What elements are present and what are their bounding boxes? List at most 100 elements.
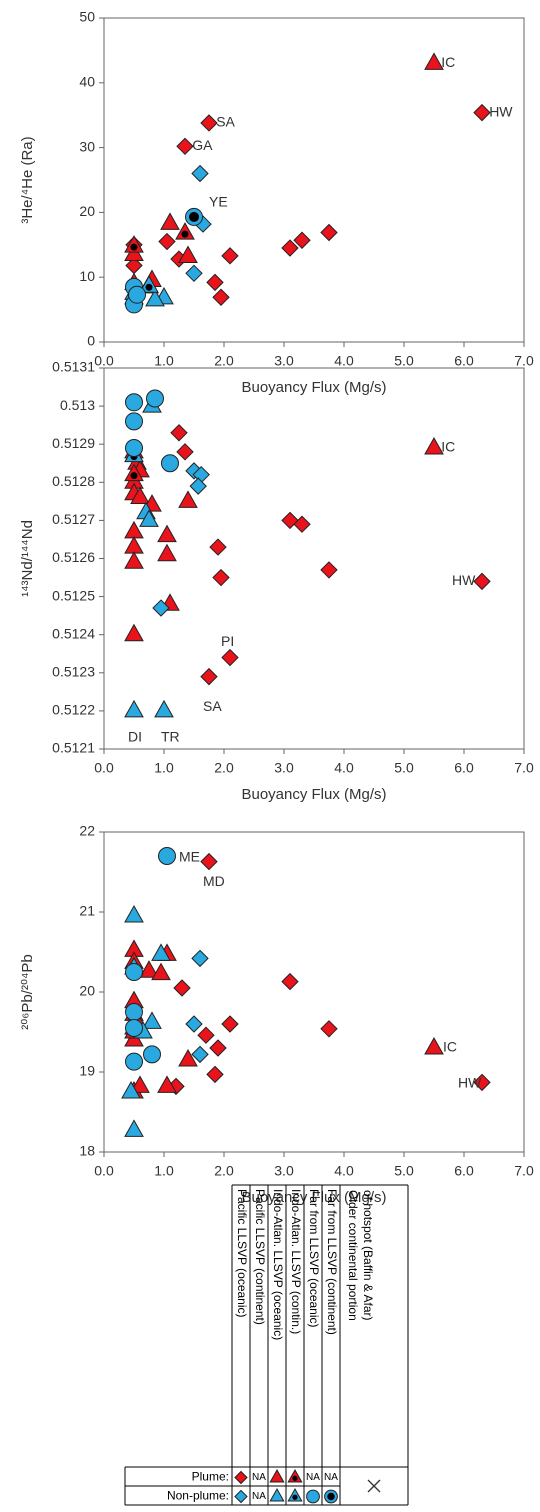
point-annotation: HW xyxy=(489,103,513,119)
data-point xyxy=(143,1045,161,1064)
data-point xyxy=(200,852,218,871)
data-point xyxy=(124,235,144,253)
column-header: Pacific LLSVP (oceanic) xyxy=(235,1189,249,1318)
cross-symbol xyxy=(367,1479,381,1493)
y-tick-label: 0.5121 xyxy=(52,740,95,756)
y-tick-label: 0.5128 xyxy=(52,473,95,489)
marker-dot xyxy=(292,1475,298,1481)
circle xyxy=(125,1052,143,1071)
point-annotation: SA xyxy=(203,698,222,714)
point-annotation: SA xyxy=(216,114,235,130)
data-point xyxy=(424,1036,444,1055)
diamond xyxy=(176,137,194,156)
x-tick-label: 3.0 xyxy=(274,760,294,776)
point-annotation: TR xyxy=(161,728,180,744)
circle xyxy=(146,389,164,408)
data-point xyxy=(281,239,299,257)
data-point xyxy=(473,103,491,122)
x-tick-label: 0.0 xyxy=(94,760,114,776)
data-point xyxy=(185,207,203,226)
point-annotation: PI xyxy=(221,633,234,649)
data-point xyxy=(206,1065,224,1084)
data-point xyxy=(209,538,227,556)
triangle xyxy=(160,212,180,230)
circle xyxy=(306,1489,320,1504)
marker-dot xyxy=(145,283,153,291)
y-tick-label: 18 xyxy=(79,1143,95,1159)
point-annotation: IC xyxy=(441,439,455,455)
legend-symbol xyxy=(324,1489,338,1504)
triangle xyxy=(154,699,174,718)
data-point xyxy=(145,288,165,307)
diamond xyxy=(191,164,209,183)
circle xyxy=(125,1003,143,1021)
column-header: of hotspot (Baffin & Afar) xyxy=(361,1190,375,1321)
point-annotation: DI xyxy=(128,728,142,744)
y-tick-label: 0.5129 xyxy=(52,435,95,451)
data-point xyxy=(197,1026,215,1044)
data-point xyxy=(124,1119,144,1137)
triangle xyxy=(124,699,144,718)
triangle xyxy=(424,52,444,70)
column-header: Far from LLSVP (oceanic) xyxy=(307,1189,321,1328)
circle xyxy=(125,412,143,431)
diamond xyxy=(221,247,239,265)
legend-symbol xyxy=(234,1470,248,1485)
diamond xyxy=(234,1489,248,1504)
data-point xyxy=(209,1039,227,1057)
data-point xyxy=(125,412,143,431)
data-point xyxy=(130,1075,150,1093)
diamond xyxy=(200,114,218,132)
data-point xyxy=(189,477,207,495)
x-tick-label: 2.0 xyxy=(214,353,234,369)
diamond xyxy=(293,231,311,249)
data-point xyxy=(125,393,143,412)
data-point xyxy=(157,524,177,543)
x-tick-label: 1.0 xyxy=(154,1163,174,1179)
data-point xyxy=(206,273,224,292)
triangle xyxy=(157,524,177,543)
triangle xyxy=(124,520,144,539)
x-tick-label: 4.0 xyxy=(334,1163,354,1179)
data-point xyxy=(473,1073,491,1092)
data-point xyxy=(424,436,444,455)
x-tick-label: 4.0 xyxy=(334,760,354,776)
circle xyxy=(143,1045,161,1064)
marker-dot xyxy=(327,1492,335,1501)
data-point xyxy=(125,1019,143,1037)
data-point xyxy=(124,551,144,569)
data-point xyxy=(125,963,143,981)
column-header: Far from LLSVP (continent) xyxy=(325,1189,339,1335)
y-tick-label: 19 xyxy=(79,1063,95,1079)
data-point xyxy=(424,52,444,70)
triangle xyxy=(139,509,159,527)
y-tick-label: 0.5131 xyxy=(52,359,95,375)
diamond xyxy=(473,103,491,122)
data-point xyxy=(185,264,203,283)
y-tick-label: 30 xyxy=(79,138,95,154)
diamond xyxy=(473,1073,491,1092)
data-point xyxy=(124,623,144,642)
x-tick-label: 5.0 xyxy=(394,1163,414,1179)
data-point xyxy=(124,520,144,539)
y-tick-label: 0.5125 xyxy=(52,587,95,603)
diamond xyxy=(221,648,239,667)
y-axis-label: ¹⁴³Nd/¹⁴⁴Nd xyxy=(19,520,36,597)
x-tick-label: 2.0 xyxy=(214,1163,234,1179)
triangle xyxy=(151,943,171,961)
triangle xyxy=(121,1080,141,1099)
data-point xyxy=(175,222,195,240)
y-tick-label: 0.5127 xyxy=(52,511,95,527)
data-point xyxy=(124,699,144,718)
legend-symbol xyxy=(269,1487,285,1502)
diamond xyxy=(281,239,299,257)
diamond xyxy=(189,477,207,495)
triangle xyxy=(142,1011,162,1029)
data-point xyxy=(176,137,194,156)
data-point xyxy=(173,979,191,997)
triangle xyxy=(151,962,171,981)
y-tick-label: 0.513 xyxy=(60,397,95,413)
data-point xyxy=(191,949,209,968)
diamond xyxy=(221,1015,239,1033)
data-point xyxy=(161,454,179,473)
